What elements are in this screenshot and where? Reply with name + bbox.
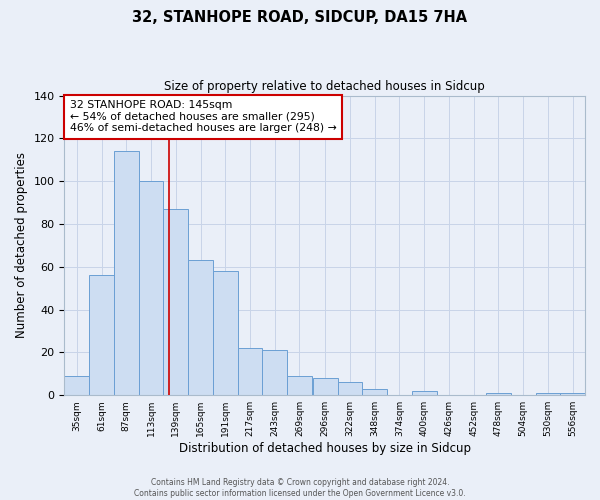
Bar: [338, 382, 362, 395]
Bar: [412, 391, 437, 395]
Bar: [362, 389, 387, 395]
Bar: [313, 378, 338, 395]
Text: 32 STANHOPE ROAD: 145sqm
← 54% of detached houses are smaller (295)
46% of semi-: 32 STANHOPE ROAD: 145sqm ← 54% of detach…: [70, 100, 337, 134]
Bar: [262, 350, 287, 395]
Title: Size of property relative to detached houses in Sidcup: Size of property relative to detached ho…: [164, 80, 485, 93]
Bar: [163, 209, 188, 395]
Y-axis label: Number of detached properties: Number of detached properties: [15, 152, 28, 338]
Bar: [486, 393, 511, 395]
Bar: [560, 393, 585, 395]
Bar: [287, 376, 312, 395]
Text: Contains HM Land Registry data © Crown copyright and database right 2024.
Contai: Contains HM Land Registry data © Crown c…: [134, 478, 466, 498]
Text: 32, STANHOPE ROAD, SIDCUP, DA15 7HA: 32, STANHOPE ROAD, SIDCUP, DA15 7HA: [133, 10, 467, 25]
Bar: [536, 393, 560, 395]
Bar: [114, 151, 139, 395]
Bar: [238, 348, 262, 395]
Bar: [64, 376, 89, 395]
Bar: [188, 260, 213, 395]
X-axis label: Distribution of detached houses by size in Sidcup: Distribution of detached houses by size …: [179, 442, 471, 455]
Bar: [139, 181, 163, 395]
Bar: [89, 276, 114, 395]
Bar: [213, 271, 238, 395]
